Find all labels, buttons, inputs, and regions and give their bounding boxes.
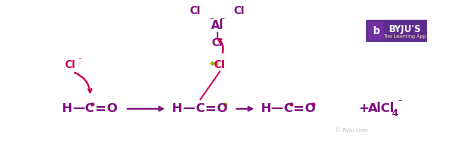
Text: C: C — [283, 102, 292, 115]
Text: AlCl: AlCl — [368, 102, 395, 115]
Text: O: O — [216, 102, 227, 115]
Text: =: = — [205, 102, 217, 116]
Text: Cl: Cl — [214, 60, 226, 70]
Text: © Byju.com: © Byju.com — [335, 127, 367, 133]
Text: —: — — [271, 102, 283, 115]
Text: Cl: Cl — [190, 6, 201, 16]
FancyBboxPatch shape — [367, 21, 383, 41]
FancyBboxPatch shape — [366, 20, 428, 42]
Text: —: — — [182, 102, 195, 115]
Text: The Learning App: The Learning App — [383, 34, 426, 39]
Text: =: = — [293, 102, 305, 116]
Text: C: C — [195, 102, 204, 115]
Text: O: O — [106, 102, 117, 115]
Text: b: b — [372, 26, 379, 36]
Text: BYJU'S: BYJU'S — [388, 25, 421, 34]
Text: C: C — [85, 102, 94, 115]
Text: Al: Al — [210, 19, 224, 32]
Text: =: = — [95, 102, 106, 116]
Text: +: + — [359, 102, 369, 115]
Text: ⁻: ⁻ — [397, 98, 402, 108]
Text: H: H — [62, 102, 73, 115]
Text: Cl: Cl — [234, 6, 245, 16]
Text: —: — — [72, 102, 84, 115]
Text: ⁻: ⁻ — [77, 55, 82, 64]
Text: 4: 4 — [392, 109, 398, 118]
Text: H: H — [261, 102, 271, 115]
Text: Cl: Cl — [211, 38, 223, 48]
Text: Cl: Cl — [64, 60, 76, 70]
Text: O: O — [304, 102, 315, 115]
Text: H: H — [173, 102, 182, 115]
